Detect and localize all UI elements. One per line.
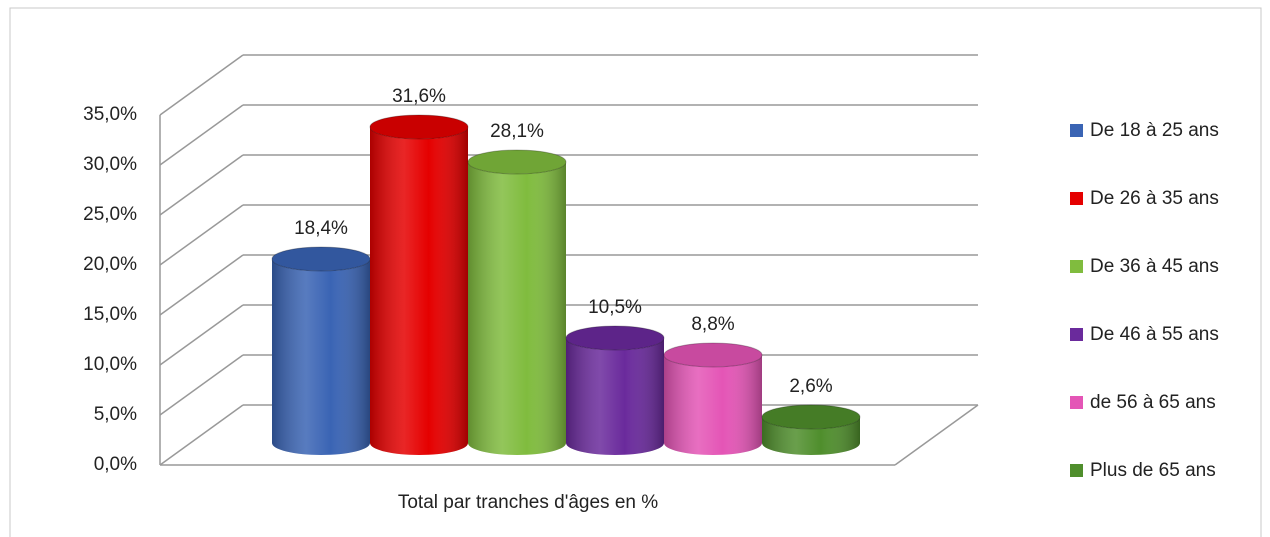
cylinder-top	[761, 404, 861, 430]
legend-label: De 46 à 55 ans	[1090, 324, 1219, 345]
cylinder-top-shade	[664, 343, 762, 367]
floor-edge	[894, 404, 979, 466]
legend-label: de 56 à 65 ans	[1090, 392, 1216, 413]
legend-swatch	[1070, 396, 1083, 409]
grid-line	[159, 254, 244, 316]
grid-line	[159, 154, 244, 216]
legend-label: De 18 à 25 ans	[1090, 120, 1219, 141]
grid-line	[159, 204, 244, 266]
legend-swatch	[1070, 328, 1083, 341]
value-label: 8,8%	[691, 314, 734, 335]
grid-line	[159, 54, 244, 116]
legend-swatch	[1070, 192, 1083, 205]
chart-border	[9, 7, 1262, 537]
value-label: 2,6%	[789, 376, 832, 397]
y-tick-label: 5,0%	[94, 404, 137, 425]
cylinder-top	[467, 149, 567, 175]
cylinder-shading	[762, 417, 860, 455]
y-tick-label: 0,0%	[94, 454, 137, 475]
value-label: 10,5%	[588, 297, 642, 318]
y-tick-label: 20,0%	[83, 254, 137, 275]
legend-label: Plus de 65 ans	[1090, 460, 1216, 481]
x-tick-label: Total par tranches d'âges en %	[398, 492, 658, 513]
y-tick-label: 35,0%	[83, 104, 137, 125]
cylinder-shading	[664, 355, 762, 455]
cylinder-top-shade	[566, 326, 664, 350]
value-label: 31,6%	[392, 86, 446, 107]
value-label: 18,4%	[294, 218, 348, 239]
cylinder-top	[369, 114, 469, 140]
cylinder-shading	[272, 259, 370, 455]
grid-line	[159, 354, 244, 416]
grid-line	[159, 404, 244, 466]
legend-swatch	[1070, 124, 1083, 137]
cylinder-top-shade	[272, 247, 370, 271]
y-tick-label: 10,0%	[83, 354, 137, 375]
value-label: 28,1%	[490, 121, 544, 142]
grid-line	[159, 304, 244, 366]
cylinder-shading	[566, 338, 664, 455]
legend-label: De 36 à 45 ans	[1090, 256, 1219, 277]
cylinder-top-shade	[762, 405, 860, 429]
cylinder-top	[565, 325, 665, 351]
y-tick-label: 30,0%	[83, 154, 137, 175]
grid-line	[159, 104, 244, 166]
y-tick-label: 15,0%	[83, 304, 137, 325]
cylinder-top	[663, 342, 763, 368]
legend-swatch	[1070, 260, 1083, 273]
legend-swatch	[1070, 464, 1083, 477]
cylinder-top-shade	[370, 115, 468, 139]
cylinder-top-shade	[468, 150, 566, 174]
cylinder-shading	[370, 127, 468, 455]
legend-label: De 26 à 35 ans	[1090, 188, 1219, 209]
y-tick-label: 25,0%	[83, 204, 137, 225]
cylinder-shading	[468, 162, 566, 455]
